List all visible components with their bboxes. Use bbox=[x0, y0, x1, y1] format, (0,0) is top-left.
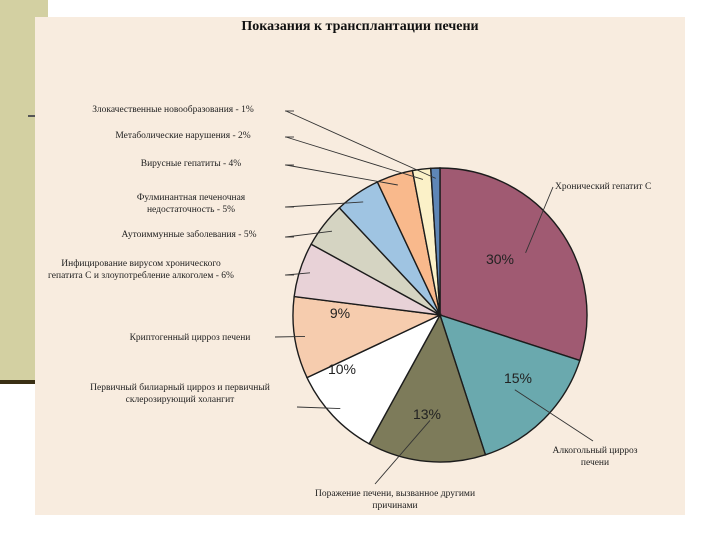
pie-slice-1 bbox=[438, 313, 581, 456]
slice-label-4: Криптогенный цирроз печени bbox=[130, 332, 251, 343]
slice-percent-label-4: 9% bbox=[330, 305, 350, 321]
slice-label-3: Первичный билиарный цирроз и первичный ск… bbox=[90, 382, 270, 405]
slice-label-6: Аутоиммунные заболевания - 5% bbox=[122, 229, 257, 240]
slide-dash-mark bbox=[28, 115, 40, 117]
slice-percent-label-2: 13% bbox=[413, 406, 441, 422]
slide-rule-line bbox=[0, 380, 40, 384]
pie-slice-4 bbox=[292, 295, 443, 379]
slice-label-7: Фулминантная печеночная недостаточность -… bbox=[137, 193, 246, 215]
leader-line-8 bbox=[285, 164, 398, 186]
slice-label-1: Алкогольный цирроз печени bbox=[553, 445, 638, 468]
leader-line-2 bbox=[374, 420, 431, 485]
leader-line-6 bbox=[285, 230, 333, 238]
slice-label-10: Злокачественные новообразования - 1% bbox=[92, 104, 254, 115]
slice-percent-label-0: 30% bbox=[486, 251, 514, 267]
slice-percent-label-3: 10% bbox=[328, 361, 356, 377]
chart-title: Показания к трансплантации печени bbox=[241, 19, 479, 34]
slice-label-8: Вирусные гепатиты - 4% bbox=[141, 159, 242, 169]
pie-chart-figure: Показания к трансплантации печени Хронич… bbox=[35, 17, 685, 515]
pie-slice-10 bbox=[430, 167, 441, 316]
slice-label-0: Хронический гепатит С bbox=[555, 181, 651, 192]
leader-line-1 bbox=[514, 389, 594, 442]
slice-label-2: Поражение печени, вызванное другими причи… bbox=[315, 489, 475, 511]
leader-line-9 bbox=[285, 136, 424, 180]
pie-slice-3 bbox=[306, 313, 442, 445]
pie-slice-2 bbox=[368, 313, 487, 463]
slice-label-9: Метаболические нарушения - 2% bbox=[115, 130, 250, 141]
leader-line-7 bbox=[285, 201, 364, 208]
leader-line-3 bbox=[296, 406, 341, 410]
slice-label-5: Инфицирование вирусом хронического гепати… bbox=[48, 258, 234, 281]
leader-line-0 bbox=[525, 186, 554, 253]
slice-percent-label-1: 15% bbox=[504, 370, 532, 386]
pie-chart-svg: Хронический гепатит С Алкогольный цирроз п… bbox=[48, 104, 651, 511]
leader-line-4 bbox=[274, 335, 306, 338]
leader-line-10 bbox=[285, 110, 436, 179]
pie-slice-0 bbox=[439, 167, 588, 362]
